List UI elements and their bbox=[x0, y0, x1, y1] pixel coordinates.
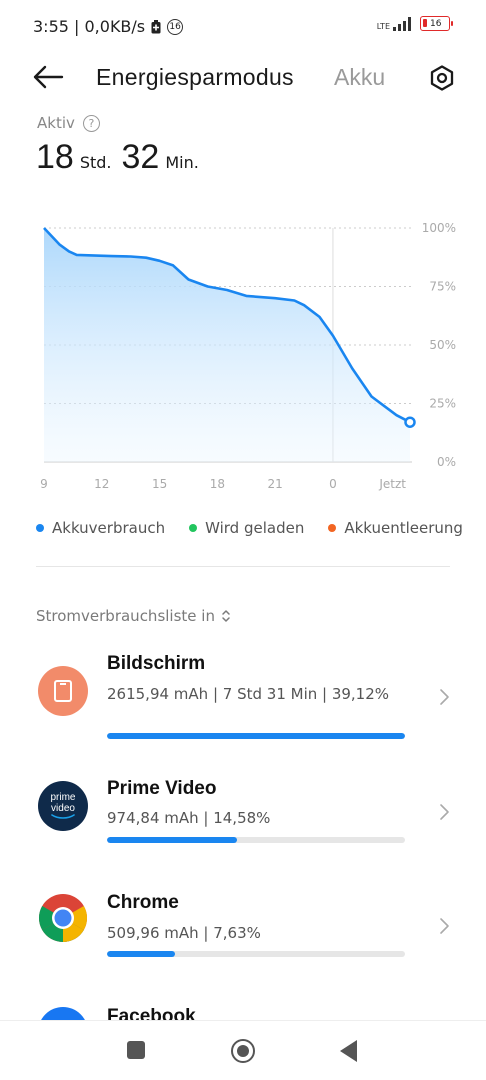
usage-progress-bar bbox=[107, 733, 405, 739]
usage-progress-bar bbox=[107, 837, 405, 843]
chart-line-series bbox=[43, 227, 411, 424]
screen-icon bbox=[38, 666, 88, 716]
chart-legend: Akkuverbrauch Wird geladen Akkuentleerung bbox=[36, 519, 463, 537]
app-name: Prime Video bbox=[107, 778, 217, 799]
status-bar: 3:55 | 0,0KB/s 16 LTE 16 bbox=[0, 0, 486, 52]
list-item-prime-video[interactable]: prime video Prime Video 974,84 mAh | 14,… bbox=[0, 777, 486, 857]
active-duration: 18 Std. 32 Min. bbox=[36, 138, 203, 177]
legend-dot-icon bbox=[328, 524, 337, 532]
header: Energiesparmodus Akku bbox=[0, 52, 486, 104]
help-icon[interactable]: ? bbox=[82, 114, 100, 132]
signal-icon: LTE bbox=[376, 16, 412, 31]
page-title: Energiesparmodus bbox=[96, 64, 294, 90]
arrow-left-icon[interactable] bbox=[32, 64, 64, 90]
battery-level: 16 bbox=[430, 18, 442, 29]
chrome-icon bbox=[38, 893, 88, 943]
tab-akku[interactable]: Akku bbox=[334, 64, 386, 90]
battery-chart: 100% 75% 50% 25% 0% 9 12 15 18 21 0 Jetzt bbox=[40, 221, 456, 491]
legend-item: Akkuverbrauch bbox=[36, 519, 165, 537]
app-stats: 2615,94 mAh | 7 Std 31 Min | 39,12% bbox=[107, 685, 390, 703]
network-type-label: LTE bbox=[376, 21, 390, 31]
x-tick-label: 21 bbox=[268, 477, 283, 491]
active-label: Aktiv ? bbox=[37, 114, 100, 132]
battery-icon: 16 bbox=[420, 16, 453, 31]
y-tick-label: 0% bbox=[437, 455, 456, 469]
list-sort-selector[interactable]: Stromverbrauchsliste in bbox=[36, 607, 231, 625]
list-title: Stromverbrauchsliste in bbox=[36, 607, 215, 625]
y-tick-label: 100% bbox=[422, 221, 456, 235]
divider bbox=[36, 566, 450, 567]
app-name: Chrome bbox=[107, 892, 179, 913]
usage-progress-bar bbox=[107, 951, 405, 957]
list-item-chrome[interactable]: Chrome 509,96 mAh | 7,63% bbox=[0, 891, 486, 971]
x-tick-label: Jetzt bbox=[378, 477, 406, 491]
recent-apps-button[interactable] bbox=[127, 1041, 145, 1059]
y-tick-label: 50% bbox=[429, 338, 456, 352]
x-tick-label: 0 bbox=[329, 477, 337, 491]
hours-unit: Std. bbox=[79, 153, 112, 172]
legend-label: Akkuverbrauch bbox=[52, 519, 166, 537]
minutes-value: 32 bbox=[121, 138, 160, 176]
y-tick-label: 75% bbox=[429, 280, 456, 294]
legend-label: Wird geladen bbox=[205, 519, 305, 537]
app-stats: 974,84 mAh | 14,58% bbox=[107, 809, 271, 827]
home-button[interactable] bbox=[231, 1039, 255, 1063]
chevron-right-icon bbox=[440, 689, 449, 705]
status-time-speed: 3:55 | 0,0KB/s bbox=[33, 17, 146, 36]
legend-dot-icon bbox=[36, 524, 44, 532]
sort-chevron-icon bbox=[222, 610, 230, 622]
minutes-unit: Min. bbox=[165, 153, 199, 172]
list-item-bildschirm[interactable]: Bildschirm 2615,94 mAh | 7 Std 31 Min | … bbox=[0, 652, 486, 752]
x-tick-label: 9 bbox=[40, 477, 48, 491]
gear-icon[interactable] bbox=[428, 64, 456, 92]
chevron-right-icon bbox=[440, 804, 449, 820]
x-tick-label: 15 bbox=[152, 477, 167, 491]
active-label-text: Aktiv bbox=[37, 114, 75, 132]
x-tick-label: 18 bbox=[210, 477, 225, 491]
app-name: Bildschirm bbox=[107, 653, 206, 674]
legend-item: Akkuentleerung bbox=[328, 519, 463, 537]
battery-saver-icon bbox=[151, 19, 161, 33]
legend-dot-icon bbox=[189, 524, 198, 532]
back-button[interactable] bbox=[340, 1040, 357, 1062]
chart-current-point bbox=[404, 416, 416, 428]
notification-count-badge: 16 bbox=[167, 18, 184, 35]
app-stats: 509,96 mAh | 7,63% bbox=[107, 924, 261, 942]
legend-item: Wird geladen bbox=[189, 519, 304, 537]
prime-video-icon: prime video bbox=[38, 781, 88, 831]
chevron-right-icon bbox=[440, 918, 449, 934]
legend-label: Akkuentleerung bbox=[344, 519, 463, 537]
y-tick-label: 25% bbox=[429, 397, 456, 411]
prime-video-icon-text: prime video bbox=[50, 792, 76, 814]
chart-area bbox=[44, 228, 410, 462]
x-tick-label: 12 bbox=[94, 477, 109, 491]
hours-value: 18 bbox=[36, 138, 74, 176]
